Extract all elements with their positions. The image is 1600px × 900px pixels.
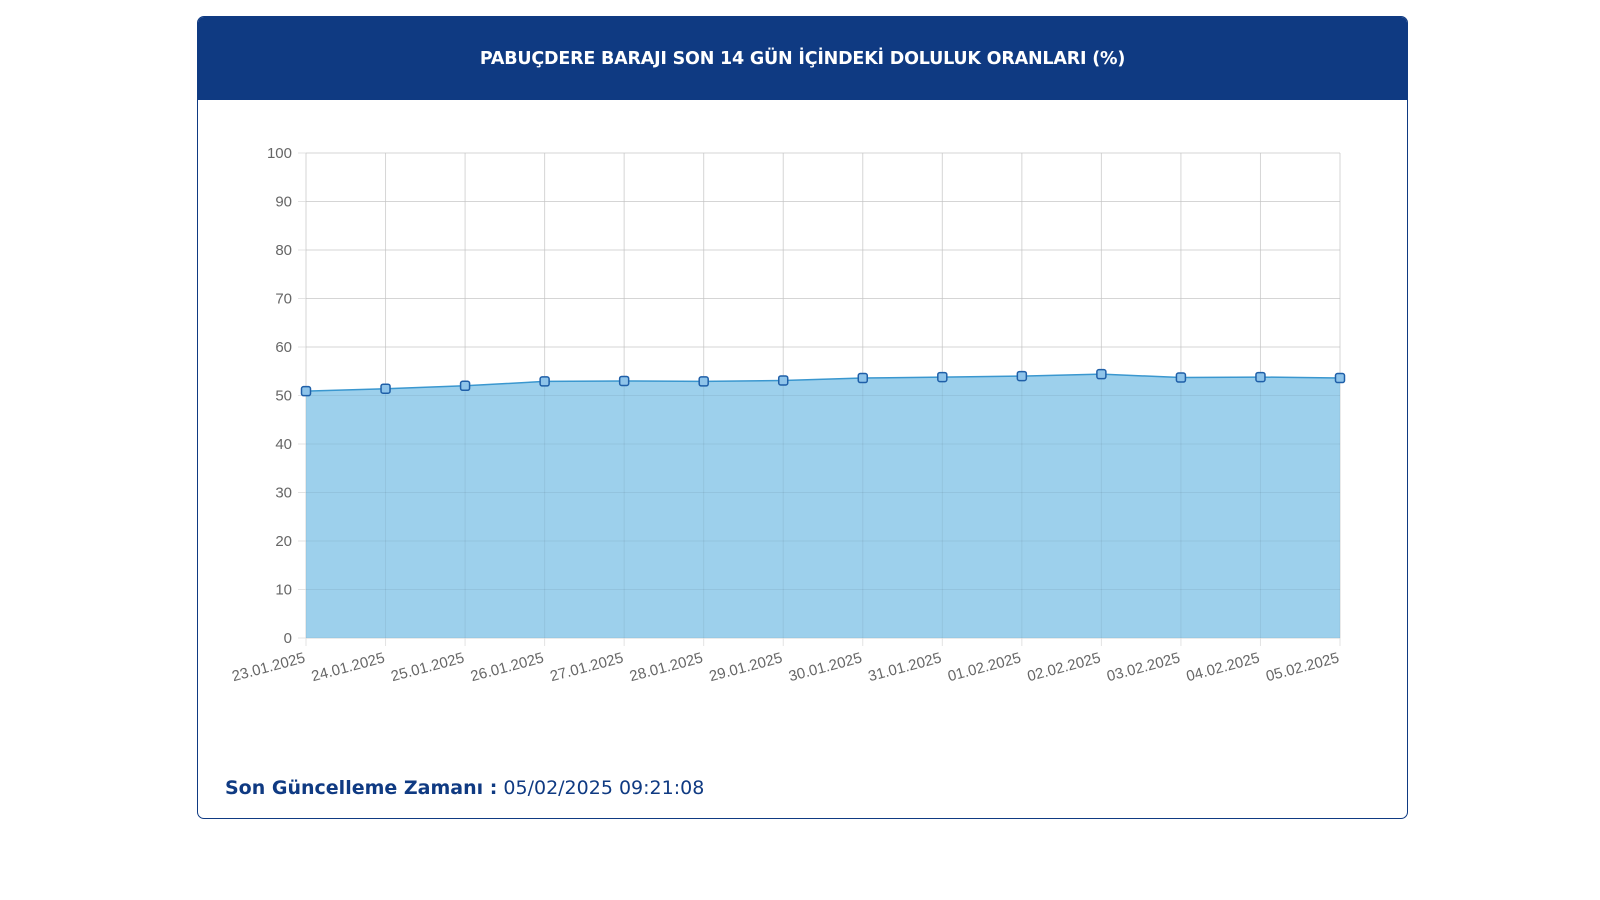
chart-title: PABUÇDERE BARAJI SON 14 GÜN İÇİNDEKİ DOL… (479, 48, 1126, 69)
chart-card: PABUÇDERE BARAJI SON 14 GÜN İÇİNDEKİ DOL… (197, 16, 1408, 819)
y-tick-label: 80 (275, 242, 292, 259)
y-tick-label: 60 (275, 339, 292, 356)
data-markers (300, 368, 1346, 397)
data-point (459, 380, 471, 392)
data-point (698, 376, 709, 387)
data-point (618, 375, 630, 387)
x-tick-label: 02.02.2025 (1026, 649, 1103, 685)
x-tick-label: 24.01.2025 (310, 649, 387, 685)
x-tick-label: 03.02.2025 (1105, 649, 1182, 685)
data-point (539, 376, 550, 387)
data-point (300, 385, 312, 397)
data-point (937, 371, 948, 383)
x-axis-ticks: 23.01.2025 24.01.2025 25.01.2025 26.01.2025… (230, 649, 1341, 685)
last-update: Son Güncelleme Zamanı : 05/02/2025 09:21… (225, 777, 704, 800)
last-update-value: 05/02/2025 09:21:08 (497, 777, 705, 799)
data-point (380, 383, 391, 394)
area-layer (305, 152, 1341, 639)
data-point (1096, 368, 1107, 380)
y-tick-label: 0 (284, 630, 292, 647)
x-tick-label: 30.01.2025 (787, 649, 864, 685)
data-point (1255, 371, 1266, 383)
y-tick-label: 100 (267, 145, 292, 162)
y-tick-label: 70 (275, 291, 292, 308)
x-tick-label: 26.01.2025 (469, 649, 546, 685)
data-point (1175, 372, 1187, 383)
y-tick-label: 10 (275, 582, 292, 599)
data-point (1016, 370, 1028, 382)
card-header: PABUÇDERE BARAJI SON 14 GÜN İÇİNDEKİ DOL… (198, 17, 1407, 100)
x-tick-label: 01.02.2025 (946, 649, 1023, 685)
x-tick-label: 31.01.2025 (866, 649, 943, 685)
y-tick-label: 90 (275, 194, 292, 211)
y-tick-label: 30 (275, 485, 292, 502)
data-point (857, 372, 869, 384)
x-tick-label: 23.01.2025 (230, 649, 307, 685)
x-tick-label: 25.01.2025 (389, 649, 466, 685)
y-tick-label: 50 (275, 388, 292, 405)
x-tick-label: 29.01.2025 (707, 649, 784, 685)
x-tick-label: 28.01.2025 (628, 649, 705, 685)
series-line (305, 373, 1341, 392)
last-update-label: Son Güncelleme Zamanı : (225, 777, 498, 799)
y-tick-label: 20 (275, 533, 292, 550)
y-tick-label: 40 (275, 436, 292, 453)
x-tick-label: 05.02.2025 (1264, 649, 1341, 685)
x-tick-label: 04.02.2025 (1185, 649, 1262, 685)
series-area (306, 374, 1340, 638)
x-tick-label: 27.01.2025 (548, 649, 625, 685)
data-point (1334, 372, 1346, 384)
chart-area: 100 90 80 70 60 50 40 30 20 10 0 23.01.2025 24.01.2… (198, 100, 1406, 740)
data-point (777, 375, 789, 386)
